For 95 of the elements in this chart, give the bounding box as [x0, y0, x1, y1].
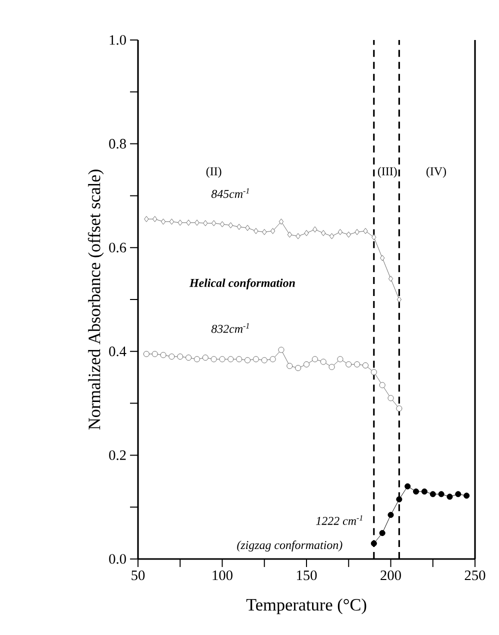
x-axis-title: Temperature (°C)	[246, 598, 366, 614]
point	[312, 356, 318, 362]
point	[236, 224, 242, 230]
point	[396, 296, 402, 303]
point	[236, 356, 242, 362]
point	[370, 540, 377, 546]
point	[328, 364, 335, 370]
point	[160, 352, 166, 358]
point	[252, 356, 259, 362]
point	[338, 228, 343, 236]
point	[194, 356, 200, 362]
point	[245, 224, 250, 231]
point	[244, 357, 251, 364]
point	[404, 483, 411, 490]
point	[160, 218, 166, 225]
point	[186, 220, 191, 226]
annotation: (III)	[378, 166, 397, 178]
point	[303, 361, 310, 368]
point	[194, 220, 200, 226]
y-tick-label: 1.0	[110, 35, 126, 45]
point	[202, 354, 208, 361]
point	[379, 530, 386, 536]
annotation: (IV)	[426, 166, 446, 178]
y-tick-label: 0.2	[109, 450, 126, 460]
series-label: 832cm$^{-1}$	[211, 323, 249, 333]
point	[210, 356, 217, 362]
point	[346, 361, 352, 368]
series-label: 845cm$^{-1}$	[211, 188, 249, 198]
point	[438, 491, 444, 498]
point	[270, 356, 276, 362]
point	[337, 356, 344, 362]
point	[270, 228, 276, 234]
point	[354, 361, 360, 368]
x-tick-label: 150	[297, 570, 317, 580]
point	[446, 494, 453, 500]
y-tick-label: 0.0	[109, 554, 126, 564]
series-label: 1222 cm$^{-1}$	[316, 515, 362, 525]
point	[144, 216, 149, 222]
point	[464, 492, 470, 499]
point	[380, 254, 385, 262]
point	[354, 228, 360, 236]
point	[304, 230, 309, 236]
x-tick-label: 250	[464, 570, 486, 580]
point	[346, 232, 351, 238]
point	[388, 395, 394, 402]
point	[211, 220, 216, 226]
y-axis-title: Normalized Absorbance (offset scale)	[88, 170, 104, 430]
point	[220, 221, 225, 228]
point	[295, 364, 302, 372]
point	[262, 228, 267, 236]
point	[186, 354, 192, 361]
point	[396, 405, 402, 412]
point	[278, 346, 284, 353]
point	[388, 512, 394, 518]
point	[152, 216, 158, 222]
annotation: (zigzag conformation)	[237, 540, 342, 552]
point	[421, 488, 428, 495]
point	[203, 220, 208, 226]
y-tick-label: 0.8	[109, 138, 126, 149]
point	[296, 233, 300, 240]
point	[363, 228, 368, 234]
y-tick-label: 0.4	[109, 346, 126, 356]
point	[320, 358, 326, 365]
point	[370, 369, 377, 376]
annotation: Helical conformation	[189, 278, 295, 290]
point	[169, 218, 174, 225]
point	[261, 357, 268, 364]
point	[286, 362, 293, 369]
point	[455, 491, 462, 498]
point	[287, 232, 292, 238]
point	[278, 218, 284, 225]
y-tick-label: 0.6	[109, 242, 126, 252]
point	[143, 350, 150, 358]
point	[254, 228, 258, 234]
point	[219, 356, 226, 362]
point	[430, 491, 436, 498]
point	[177, 354, 184, 360]
point	[379, 382, 386, 388]
point	[152, 350, 158, 358]
point	[388, 276, 394, 282]
point	[329, 233, 334, 240]
point	[228, 222, 234, 228]
point	[321, 230, 326, 236]
annotation: (II)	[206, 166, 222, 178]
point	[396, 496, 402, 502]
point	[178, 220, 182, 226]
point	[312, 226, 318, 232]
x-tick-label: 100	[212, 570, 232, 580]
point	[362, 362, 369, 368]
x-tick-label: 200	[380, 570, 401, 580]
point	[372, 234, 376, 240]
point	[228, 356, 234, 362]
x-tick-label: 50	[132, 570, 145, 580]
point	[412, 488, 420, 495]
point	[168, 354, 175, 360]
